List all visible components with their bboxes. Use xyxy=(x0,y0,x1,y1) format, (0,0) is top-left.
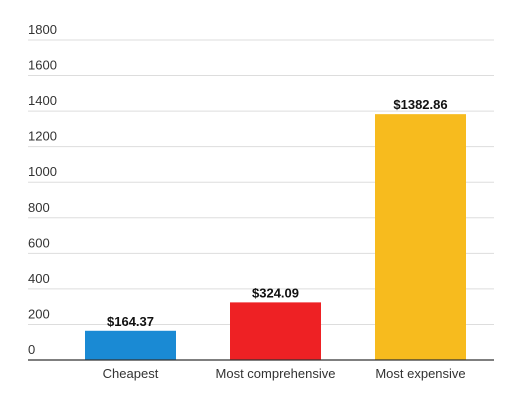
data-label: $164.37 xyxy=(107,314,154,329)
y-tick-label: 1800 xyxy=(28,22,57,37)
x-tick-label: Cheapest xyxy=(103,366,159,381)
x-tick-label: Most comprehensive xyxy=(216,366,336,381)
bar-cheapest xyxy=(85,330,176,360)
data-label: $1382.86 xyxy=(393,97,447,112)
y-tick-label: 600 xyxy=(28,235,50,250)
y-tick-label: 1600 xyxy=(28,58,57,73)
y-tick-label: 800 xyxy=(28,200,50,215)
y-tick-label: 200 xyxy=(28,306,50,321)
y-tick-label: 1200 xyxy=(28,129,57,144)
y-tick-labels: 0 200 400 600 800 1000 1200 1400 1600 1800 xyxy=(28,22,57,357)
data-labels: $164.37 $324.09 $1382.86 xyxy=(107,97,448,329)
gridlines xyxy=(28,39,494,325)
bar-most-comprehensive xyxy=(230,302,321,360)
x-tick-label: Most expensive xyxy=(375,366,465,381)
y-tick-label: 400 xyxy=(28,271,50,286)
bars xyxy=(85,114,466,360)
x-tick-labels: Cheapest Most comprehensive Most expensive xyxy=(103,366,466,381)
data-label: $324.09 xyxy=(252,285,299,300)
y-tick-label: 1400 xyxy=(28,93,57,108)
y-tick-label: 1000 xyxy=(28,164,57,179)
bar-most-expensive xyxy=(375,114,466,360)
y-tick-label: 0 xyxy=(28,342,35,357)
